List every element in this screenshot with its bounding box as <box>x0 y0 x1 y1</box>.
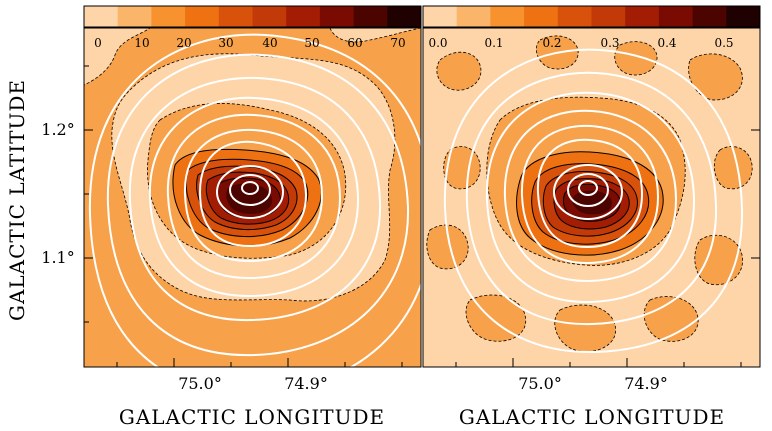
left-colorbar-swatch <box>117 6 152 27</box>
right-x-tick-label: 75.0° <box>518 374 562 393</box>
right-cb-tick: 0.4 <box>657 36 676 50</box>
left-cb-tick: 70 <box>390 36 405 50</box>
left-cb-tick: 20 <box>176 36 191 50</box>
right-colorbar-swatch <box>658 6 694 27</box>
axis-ticks <box>84 65 760 367</box>
right-cb-tick: 0.5 <box>714 36 733 50</box>
left-colorbar <box>84 6 422 27</box>
left-colorbar-swatch <box>218 6 253 27</box>
right-map-level-8 <box>572 190 612 215</box>
right-colorbar <box>423 6 761 27</box>
left-cb-tick: 10 <box>134 36 149 50</box>
right-colorbar-swatch <box>524 6 559 27</box>
left-map-frame <box>83 27 422 368</box>
right-x-tick-label: 74.9° <box>624 374 668 393</box>
left-colorbar-swatch <box>252 6 287 27</box>
right-colorbar-ticks: 0.0 0.1 0.2 0.3 0.4 0.5 <box>428 36 733 50</box>
left-x-axis-title: GALACTIC LONGITUDE <box>119 405 385 429</box>
right-colorbar-swatch <box>557 6 592 27</box>
left-colorbar-swatch <box>387 6 422 27</box>
left-map-level-8 <box>226 183 273 214</box>
right-colorbar-swatch <box>591 6 626 27</box>
left-cb-tick: 40 <box>262 36 277 50</box>
right-cb-tick: 0.1 <box>484 36 503 50</box>
right-colorbar-swatch <box>490 6 525 27</box>
right-x-axis-title: GALACTIC LONGITUDE <box>459 405 725 429</box>
y-axis-title: GALACTIC LATITUDE <box>5 79 29 321</box>
y-tick-label: 1.2° <box>41 120 74 139</box>
left-white-contours <box>88 33 421 367</box>
left-cb-tick: 60 <box>347 36 362 50</box>
left-colorbar-frame <box>83 5 422 28</box>
left-cb-tick: 50 <box>304 36 319 50</box>
right-map-frame <box>422 27 761 368</box>
right-map <box>423 28 760 367</box>
left-colorbar-swatch <box>319 6 355 27</box>
left-colorbar-swatch <box>151 6 186 27</box>
right-colorbar-frame <box>422 5 761 28</box>
y-tick-label: 1.1° <box>41 248 74 267</box>
right-white-contours <box>443 48 744 354</box>
right-colorbar-swatch <box>423 6 458 27</box>
left-map <box>84 28 421 367</box>
right-colorbar-swatch <box>625 6 660 27</box>
right-cb-tick: 0.0 <box>428 36 447 50</box>
left-colorbar-swatch <box>353 6 388 27</box>
right-colorbar-swatch <box>456 6 491 27</box>
left-cb-tick: 0 <box>94 36 102 50</box>
left-map-light-region-2 <box>84 28 151 86</box>
left-colorbar-ticks: 0 10 20 30 40 50 60 70 <box>94 36 405 50</box>
left-x-tick-label: 74.9° <box>284 374 328 393</box>
right-colorbar-swatch <box>726 6 761 27</box>
left-colorbar-swatch <box>286 6 321 27</box>
left-map-light-region-3 <box>329 28 421 43</box>
left-colorbar-swatch <box>185 6 220 27</box>
left-colorbar-swatch <box>84 6 119 27</box>
left-x-tick-label: 75.0° <box>178 374 222 393</box>
left-cb-tick: 30 <box>218 36 233 50</box>
right-cb-tick: 0.2 <box>542 36 561 50</box>
right-cb-tick: 0.3 <box>600 36 619 50</box>
right-colorbar-swatch <box>692 6 727 27</box>
